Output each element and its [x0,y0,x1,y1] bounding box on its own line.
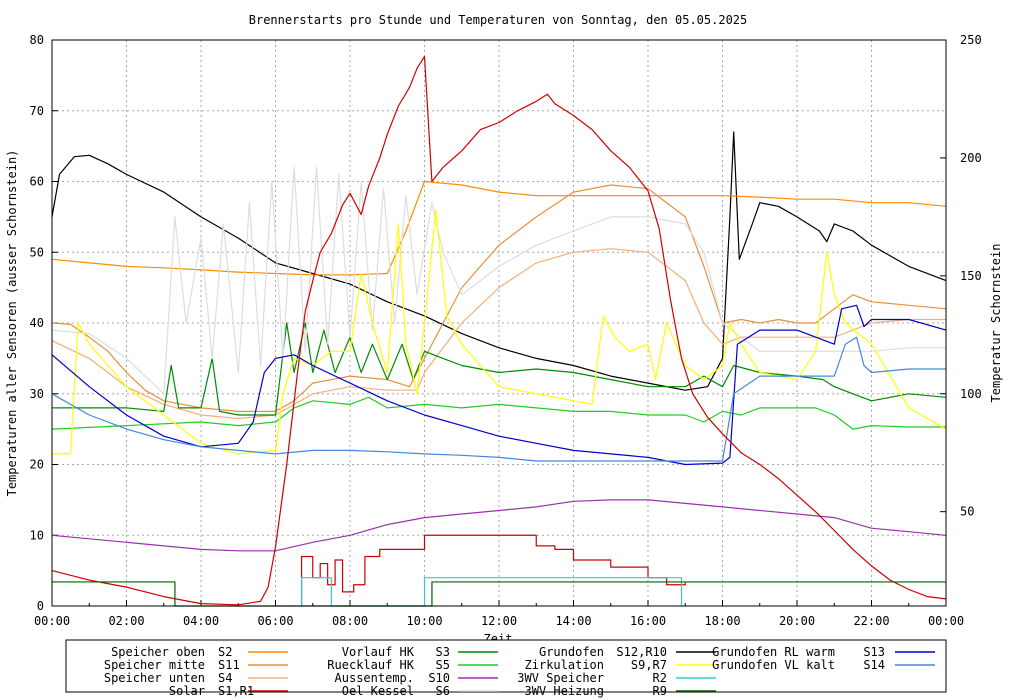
legend-code: S14 [863,658,885,672]
legend-label: Vorlauf HK [342,645,415,659]
legend-code: S2 [218,645,232,659]
x-tick-label: 00:00 [928,614,964,628]
legend-code: S9,R7 [631,658,667,672]
series-line-aussentemp- [51,499,947,552]
legend-code: S5 [436,658,450,672]
y-tick-label: 10 [30,528,44,542]
legend-label: Ruecklauf HK [327,658,414,672]
y-tick-label: 20 [30,458,44,472]
y-axis-label: Temperaturen aller Sensoren (ausser Scho… [5,150,19,497]
y-tick-label: 80 [30,33,44,47]
legend-label: Aussentemp. [335,671,414,685]
legend-label: Solar [169,684,205,698]
legend-label: 3WV Heizung [525,684,604,698]
legend-code: R9 [653,684,667,698]
x-tick-label: 16:00 [630,614,666,628]
x-tick-label: 22:00 [853,614,889,628]
x-tick-label: 02:00 [108,614,144,628]
series-line-oel-kessel [51,166,946,395]
legend-label: Grundofen VL kalt [712,658,835,672]
x-tick-label: 14:00 [555,614,591,628]
x-tick-label: 18:00 [704,614,740,628]
legend-label: Speicher oben [111,645,205,659]
y-tick-label: 40 [30,316,44,330]
legend-code: R2 [653,671,667,685]
x-tick-label: 00:00 [34,614,70,628]
y-tick-label: 60 [30,175,44,189]
x-tick-label: 04:00 [183,614,219,628]
series-line-solar [51,55,947,606]
series-line-vorlauf-hk [52,322,947,416]
legend-code: S11 [218,658,240,672]
series-line-grundofen-vl-kalt [51,336,946,462]
legend-box [65,639,947,693]
legend-code: S3 [436,645,450,659]
y2-tick-label: 150 [960,269,982,283]
series-line-grundofen [51,131,947,391]
y2-tick-label: 200 [960,151,982,165]
legend-code: S4 [218,671,232,685]
y-tick-label: 50 [30,245,44,259]
series-layer [51,55,947,607]
legend-label: Oel Kessel [342,684,414,698]
series-line-speicher-mitte [51,184,947,412]
y-tick-label: 0 [37,599,44,613]
series-line-grundofen-rl-warm [51,304,947,466]
legend: Speicher oben S2 Speicher mitte S11 Speicher… [65,639,947,698]
series-line-brennerstarts [300,534,686,606]
legend-code: S10 [428,671,450,685]
y-tick-label: 30 [30,387,44,401]
y-tick-label: 70 [30,104,44,118]
y2-tick-label: 50 [960,505,974,519]
legend-code: S12,R10 [616,645,667,659]
x-tick-label: 10:00 [406,614,442,628]
legend-label: Grundofen [539,645,604,659]
x-tick-label: 06:00 [257,614,293,628]
y2-tick-label: 250 [960,33,982,47]
y2-tick-label: 100 [960,387,982,401]
y2-axis-label: Temperatur Schornstein [989,244,1003,403]
legend-label: Grundofen RL warm [712,645,835,659]
legend-code: S1,R1 [218,684,254,698]
x-tick-label: 20:00 [779,614,815,628]
legend-label: Speicher mitte [104,658,205,672]
x-tick-label: 08:00 [332,614,368,628]
chart-title: Brennerstarts pro Stunde und Temperature… [249,13,748,27]
legend-code: S6 [436,684,450,698]
series-line-speicher-unten [51,248,946,420]
x-tick-label: 12:00 [481,614,517,628]
legend-label: 3WV Speicher [517,671,604,685]
tick-labels: 00:00 02:00 04:00 06:00 08:00 10:00 12:00 14:00… [30,33,982,628]
series-line-speicher-oben [51,180,947,276]
legend-label: Speicher unten [104,671,205,685]
grid-lines [51,39,947,607]
series-line-ruecklauf-hk [51,396,946,430]
legend-label: Zirkulation [525,658,604,672]
plot-border [51,39,947,607]
legend-code: S13 [863,645,885,659]
series-line-zirkulation [52,209,947,455]
